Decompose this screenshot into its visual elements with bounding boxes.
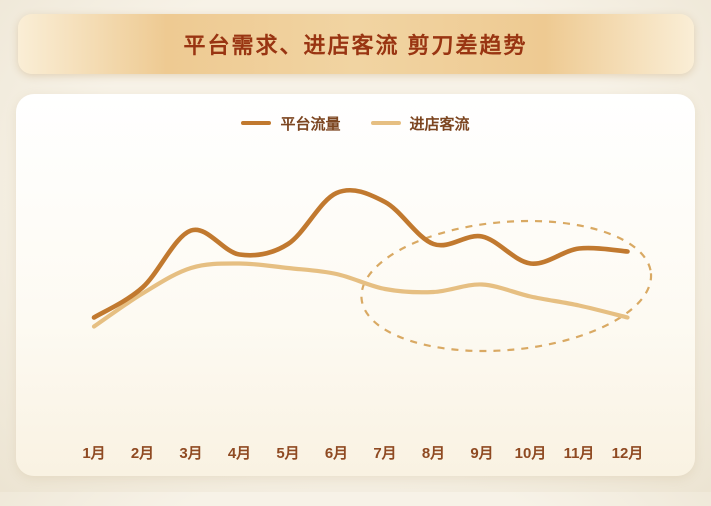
x-label-oct: 10月 [514, 445, 547, 462]
x-label-dec: 12月 [611, 445, 644, 462]
highlight-ellipse [360, 219, 653, 353]
platform-traffic-swatch [241, 121, 272, 125]
legend-item-platform-traffic[interactable]: 平台流量 [241, 113, 341, 134]
chart-legend: 平台流量 进店客流 [16, 110, 695, 136]
x-axis: 1月 2月 3月 4月 5月 6月 7月 8月 9月 10月 11月 12月 [16, 436, 695, 472]
x-label-sep: 9月 [470, 445, 494, 462]
platform-traffic-line [91, 187, 630, 320]
page-title: 平台需求、进店客流 剪刀差趋势 [183, 33, 528, 58]
store-visitors-swatch [370, 121, 401, 125]
x-label-apr: 4月 [227, 445, 252, 462]
platform-traffic-label: 平台流量 [280, 115, 341, 133]
x-label-mar: 3月 [179, 445, 203, 462]
x-label-may: 5月 [276, 445, 300, 462]
x-label-jun: 6月 [324, 445, 349, 462]
store-visitors-line [91, 261, 630, 329]
x-label-jan: 1月 [82, 445, 106, 462]
legend-item-store-visitors[interactable]: 进店客流 [370, 113, 470, 134]
chart-area [16, 136, 695, 436]
x-label-feb: 2月 [130, 445, 155, 462]
x-label-jul: 7月 [373, 445, 397, 462]
chart-card: 平台流量 进店客流 1月 2月 3月 4月 5月 6月 7月 8月 9月 10月… [16, 94, 695, 476]
trend-chart [91, 187, 653, 353]
x-label-nov: 11月 [563, 445, 595, 462]
store-visitors-label: 进店客流 [409, 115, 470, 133]
x-label-aug: 8月 [421, 445, 446, 462]
title-banner: 平台需求、进店客流 剪刀差趋势 [17, 14, 694, 74]
